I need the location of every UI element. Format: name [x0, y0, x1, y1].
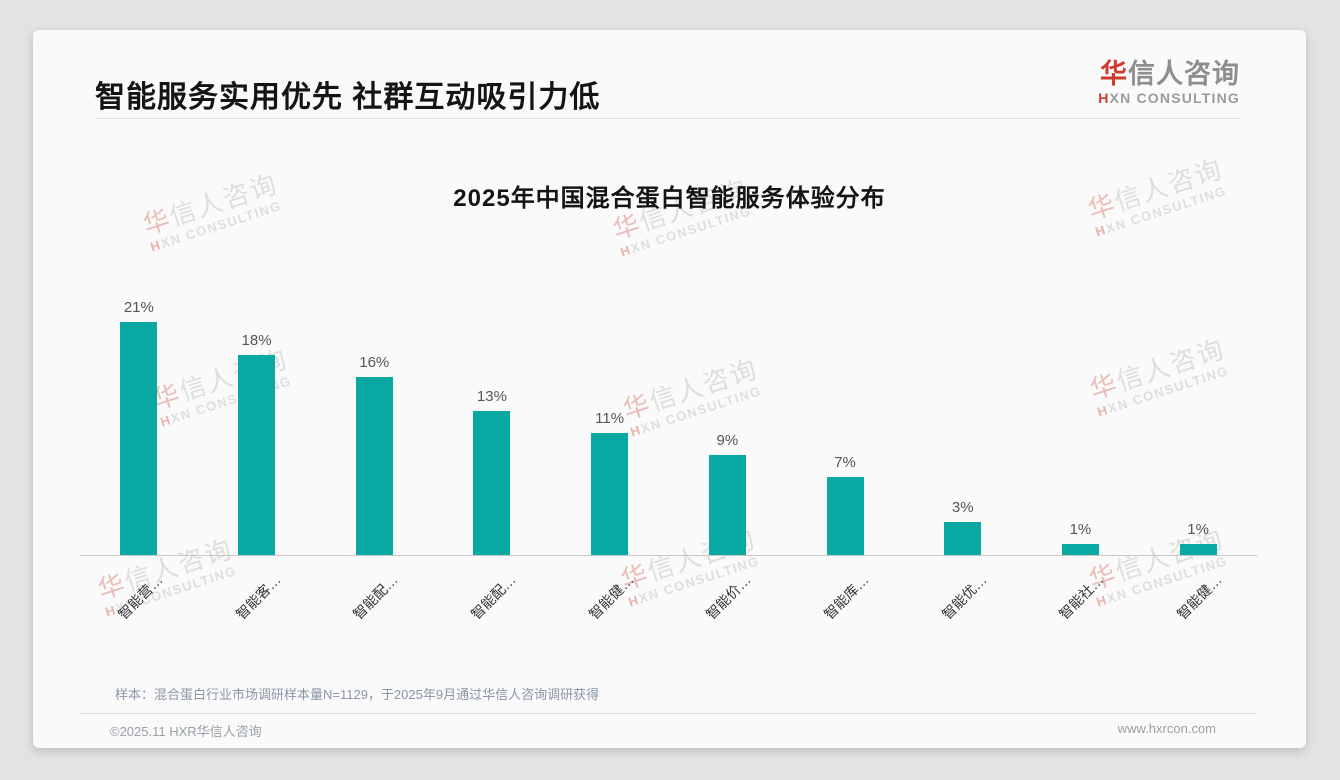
report-card: 华信人咨询 HXN CONSULTING 华信人咨询 HXN CONSULTING 华信… [33, 30, 1306, 748]
x-axis-label: 智能配… [350, 571, 401, 623]
logo-english-text: HXN CONSULTING [1098, 89, 1240, 106]
logo-chinese-text: 华信人咨询 [1098, 59, 1240, 90]
bar-value-label: 16% [359, 354, 390, 371]
chart-title: 2025年中国混合蛋白智能服务体验分布 [453, 185, 886, 212]
bar-value-label: 13% [476, 388, 507, 405]
bar [238, 355, 276, 555]
header-divider [95, 118, 1240, 119]
bar-value-label: 9% [716, 432, 739, 449]
page-title: 智能服务实用优先 社群互动吸引力低 [95, 81, 601, 114]
bar-value-label: 7% [834, 454, 856, 471]
x-axis-label: 智能营… [114, 571, 166, 623]
bar [355, 377, 393, 555]
bar-value-label: 21% [123, 299, 154, 316]
x-axis-label: 智能优… [938, 571, 990, 623]
bar [944, 522, 982, 555]
x-axis-label: 智能健… [1173, 571, 1225, 623]
bar [1179, 544, 1217, 555]
footer-divider [80, 713, 1257, 714]
bar-value-label: 3% [951, 499, 974, 516]
bar-value-label: 18% [241, 332, 272, 349]
x-axis-label: 智能库… [820, 571, 872, 623]
bar [1061, 544, 1099, 555]
logo-red-char: 华 [1100, 59, 1128, 89]
website-text: www.hxrcon.com [1117, 721, 1216, 736]
sample-footnote: 样本：混合蛋白行业市场调研样本量N=1129，于2025年9月通过华信人咨询调研… [115, 687, 600, 702]
logo-gray-letters: XN CONSULTING [1109, 89, 1240, 106]
bar [826, 477, 864, 555]
bar-value-label: 1% [1069, 521, 1092, 538]
copyright-text: ©2025.11 HXR华信人咨询 [110, 724, 262, 739]
x-axis-label: 智能配… [467, 571, 519, 623]
bar-chart-plot-area: 21% 智能营… 18% 智能客… 16% 智能配… 13% 智能配… 11% 智能健… 9% 智能价… [80, 280, 1257, 622]
logo-gray-chars: 信人咨询 [1128, 59, 1240, 89]
x-axis-label: 智能社… [1056, 571, 1108, 623]
bar [708, 455, 746, 555]
x-axis-label: 智能客… [232, 571, 284, 623]
bar [473, 411, 511, 555]
company-logo: 华信人咨询 HXN CONSULTING [1098, 59, 1240, 106]
bar [120, 322, 158, 555]
bar-value-label: 11% [595, 410, 625, 427]
bar [591, 433, 629, 555]
x-axis-label: 智能健… [585, 571, 637, 623]
x-axis-label: 智能价… [703, 571, 755, 623]
logo-red-letter: H [1098, 89, 1110, 106]
bar-value-label: 1% [1187, 521, 1209, 538]
